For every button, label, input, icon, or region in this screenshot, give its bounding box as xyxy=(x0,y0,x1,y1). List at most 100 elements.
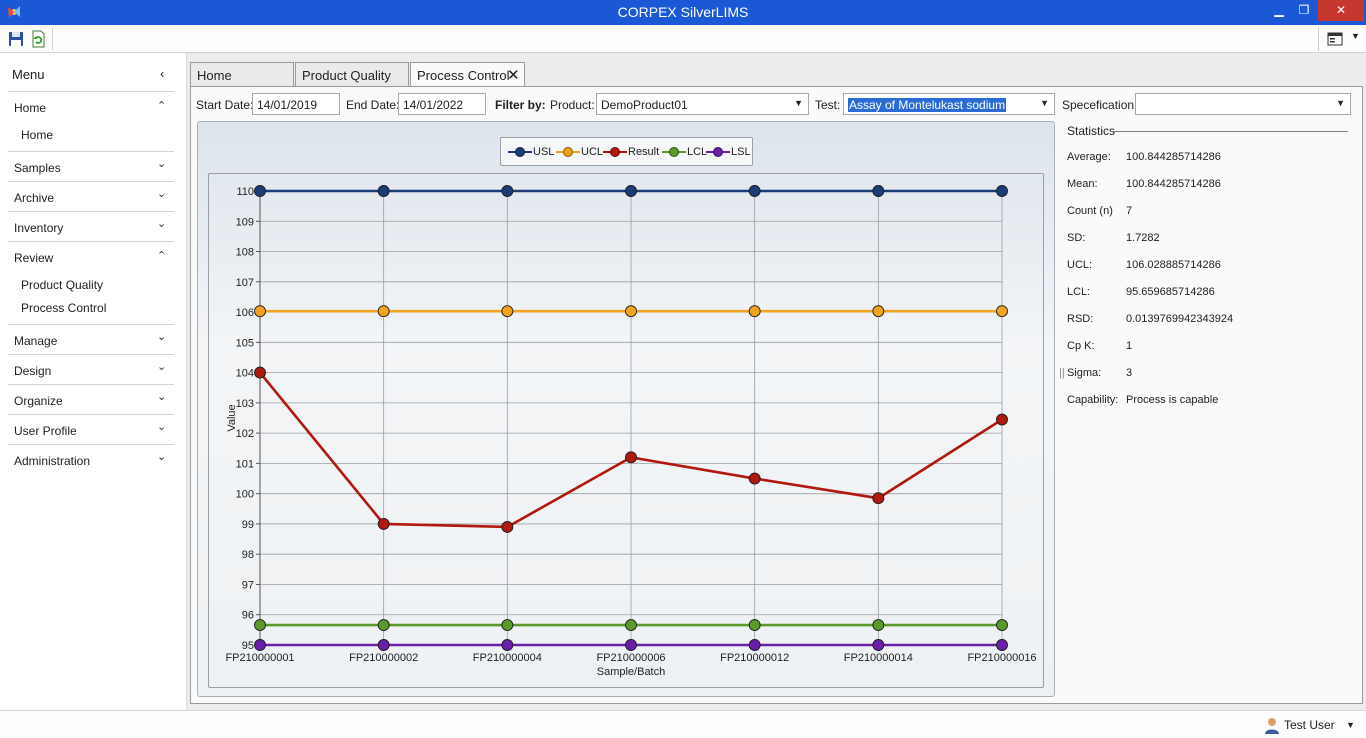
specification-select[interactable]: ▼ xyxy=(1135,93,1351,115)
sidebar-group-user-profile[interactable]: User Profile xyxy=(14,424,77,438)
product-select[interactable]: DemoProduct01 ▼ xyxy=(596,93,809,115)
specification-label: Specefication: xyxy=(1062,98,1138,112)
x-tick-label: FP210000006 xyxy=(596,652,665,664)
data-point-usl xyxy=(501,185,514,197)
save-icon[interactable] xyxy=(6,29,26,49)
sidebar-group-design[interactable]: Design xyxy=(14,364,52,378)
sidebar-group-organize[interactable]: Organize xyxy=(14,394,63,408)
stat-label-sigma: Sigma: xyxy=(1067,367,1102,379)
chevron-down-icon[interactable]: ⌄ xyxy=(157,331,167,343)
data-point-usl xyxy=(872,185,885,197)
statistics-heading: Statistics xyxy=(1067,124,1116,138)
divider xyxy=(8,354,174,355)
data-point-result xyxy=(748,472,761,485)
minimize-button[interactable]: ▁ xyxy=(1274,3,1284,17)
legend-item-lcl: LCL xyxy=(662,138,712,167)
chevron-down-icon[interactable]: ⌄ xyxy=(157,391,167,403)
layout-menu-button[interactable]: ▼ xyxy=(1318,27,1364,51)
data-point-lsl xyxy=(501,639,514,651)
user-dropdown-icon: ▼ xyxy=(1346,720,1355,730)
legend-item-result: Result xyxy=(603,138,663,167)
toolbar-separator xyxy=(52,28,53,50)
divider xyxy=(8,241,174,242)
y-tick-label: 95 xyxy=(242,640,254,652)
panel-splitter[interactable]: || xyxy=(1059,367,1065,379)
y-tick-label: 102 xyxy=(236,428,254,440)
data-point-lcl xyxy=(748,619,761,631)
sidebar-group-archive[interactable]: Archive xyxy=(14,191,55,205)
refresh-icon[interactable] xyxy=(28,29,48,49)
divider xyxy=(8,211,174,212)
data-point-lsl xyxy=(748,639,761,651)
chevron-up-icon[interactable]: ⌃ xyxy=(157,250,167,262)
main-content: Home Product Quality Process Control ✕ S… xyxy=(187,53,1366,710)
legend-marker-lsl xyxy=(706,147,730,157)
legend-marker-result xyxy=(603,147,627,157)
close-tab-icon[interactable]: ✕ xyxy=(507,67,520,84)
data-point-usl xyxy=(996,185,1008,197)
chevron-down-icon[interactable]: ⌄ xyxy=(157,158,167,170)
end-date-input[interactable]: 14/01/2022 xyxy=(398,93,486,115)
start-date-input[interactable]: 14/01/2019 xyxy=(252,93,340,115)
data-point-lcl xyxy=(501,619,514,631)
collapse-menu-icon[interactable]: ‹ xyxy=(160,66,165,81)
test-select[interactable]: Assay of Montelukast sodium ▼ xyxy=(843,93,1055,115)
data-point-ucl xyxy=(501,305,514,318)
data-point-lsl xyxy=(625,639,637,651)
toolbar: ▼ xyxy=(0,25,1366,53)
chevron-up-icon[interactable]: ⌃ xyxy=(157,100,167,112)
stat-value-sigma: 3 xyxy=(1126,367,1133,379)
tab-process-control[interactable]: Process Control ✕ xyxy=(410,62,525,87)
data-point-result xyxy=(996,413,1008,426)
stat-value-rsd: 0.0139769942343924 xyxy=(1126,313,1234,325)
close-window-button[interactable]: ✕ xyxy=(1318,0,1364,21)
sidebar-item-home[interactable]: Home xyxy=(21,128,54,142)
menu-title: Menu xyxy=(12,67,45,82)
data-point-result xyxy=(501,521,514,533)
data-point-lsl xyxy=(872,639,885,651)
data-point-usl xyxy=(254,185,266,197)
control-chart: USL UCL Result LCL LSL xyxy=(197,121,1055,697)
data-point-usl xyxy=(748,185,761,197)
data-point-ucl xyxy=(872,305,885,318)
test-label: Test: xyxy=(815,98,841,112)
sidebar-item-process-control[interactable]: Process Control xyxy=(21,301,107,315)
legend-label-lsl: LSL xyxy=(731,146,751,158)
sidebar-group-home[interactable]: Home xyxy=(14,101,47,115)
stat-value-cpk: 1 xyxy=(1126,340,1133,352)
window-title: CORPEX SilverLIMS xyxy=(617,4,749,20)
sidebar-group-manage[interactable]: Manage xyxy=(14,334,58,348)
x-tick-label: FP210000001 xyxy=(225,652,294,664)
data-point-lcl xyxy=(872,619,885,631)
chevron-down-icon[interactable]: ⌄ xyxy=(157,218,167,230)
sidebar-item-product-quality[interactable]: Product Quality xyxy=(21,278,104,292)
data-point-result xyxy=(625,451,637,464)
sidebar-group-review[interactable]: Review xyxy=(14,251,54,265)
y-axis-title: Value xyxy=(226,404,238,431)
data-point-ucl xyxy=(254,305,266,318)
chevron-down-icon[interactable]: ⌄ xyxy=(157,188,167,200)
statistics-panel: Statistics Average: 100.844285714286 Mea… xyxy=(1059,121,1359,697)
chevron-down-icon[interactable]: ⌄ xyxy=(157,421,167,433)
sidebar-group-inventory[interactable]: Inventory xyxy=(14,221,64,235)
dropdown-arrow-icon: ▼ xyxy=(794,98,803,108)
tab-product-quality[interactable]: Product Quality xyxy=(295,62,409,86)
maximize-button[interactable]: ❐ xyxy=(1298,3,1310,17)
user-menu[interactable]: Test User ▼ xyxy=(1264,717,1364,735)
dropdown-arrow-icon: ▼ xyxy=(1040,98,1049,108)
x-tick-label: FP210000002 xyxy=(349,652,418,664)
layout-dropdown-icon: ▼ xyxy=(1351,31,1360,41)
start-date-label: Start Date: xyxy=(196,98,254,112)
divider xyxy=(8,444,174,445)
process-control-panel: Start Date: 14/01/2019 End Date: 14/01/2… xyxy=(190,86,1363,704)
sidebar-group-samples[interactable]: Samples xyxy=(14,161,61,175)
data-point-ucl xyxy=(377,305,390,318)
stat-label-rsd: RSD: xyxy=(1067,313,1094,325)
legend-item-lsl: LSL xyxy=(706,138,752,167)
chevron-down-icon[interactable]: ⌄ xyxy=(157,361,167,373)
chevron-down-icon[interactable]: ⌄ xyxy=(157,451,167,463)
divider xyxy=(8,414,174,415)
divider xyxy=(8,384,174,385)
sidebar-group-administration[interactable]: Administration xyxy=(14,454,91,468)
tab-home[interactable]: Home xyxy=(190,62,294,86)
